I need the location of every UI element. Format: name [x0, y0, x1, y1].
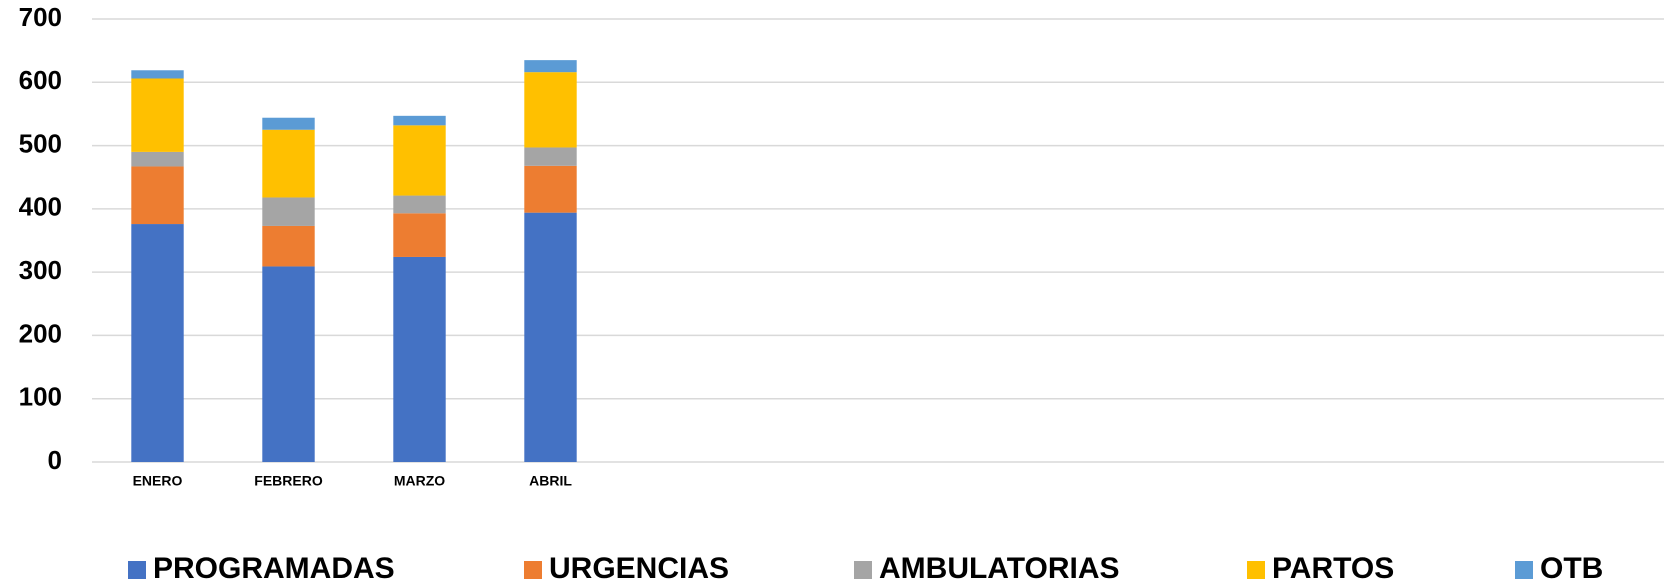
- legend-label: PROGRAMADAS: [153, 552, 395, 585]
- y-tick-label: 200: [19, 318, 62, 348]
- legend-swatch: [1247, 561, 1265, 579]
- bar-segment: [262, 266, 315, 462]
- legend-swatch: [524, 561, 542, 579]
- bar-segment: [131, 78, 184, 152]
- legend-swatch: [854, 561, 872, 579]
- y-tick-label: 500: [19, 128, 62, 158]
- bar-segment: [524, 60, 577, 73]
- legend-label: AMBULATORIAS: [879, 552, 1120, 585]
- legend-swatch: [128, 561, 146, 579]
- bar-segment: [131, 70, 184, 79]
- bar-segment: [262, 197, 315, 226]
- bar-segment: [262, 117, 315, 130]
- y-tick-label: 600: [19, 65, 62, 95]
- bar-segment: [524, 212, 577, 462]
- bar-segment: [131, 166, 184, 225]
- bar-segment: [131, 224, 184, 462]
- x-tick-label: ABRIL: [529, 473, 572, 489]
- bar-segment: [524, 165, 577, 213]
- y-tick-label: 100: [19, 382, 62, 412]
- bar-segment: [393, 213, 446, 257]
- bar-segment: [393, 125, 446, 196]
- bar-segment: [524, 147, 577, 166]
- legend-label: OTB: [1540, 552, 1603, 585]
- x-tick-label: MARZO: [394, 473, 445, 489]
- legend-label: URGENCIAS: [549, 552, 729, 585]
- legend-label: PARTOS: [1272, 552, 1394, 585]
- y-tick-label: 700: [19, 2, 62, 32]
- bar-segment: [393, 115, 446, 126]
- legend-swatch: [1515, 561, 1533, 579]
- bar-segment: [524, 72, 577, 148]
- bar-segment: [393, 195, 446, 214]
- bar-segment: [393, 256, 446, 462]
- bar-segment: [131, 151, 184, 167]
- x-tick-label: FEBRERO: [254, 473, 323, 489]
- y-tick-label: 300: [19, 255, 62, 285]
- y-tick-label: 0: [48, 445, 62, 475]
- bar-segment: [262, 129, 315, 198]
- y-tick-label: 400: [19, 192, 62, 222]
- bar-segment: [262, 225, 315, 267]
- x-tick-label: ENERO: [133, 473, 183, 489]
